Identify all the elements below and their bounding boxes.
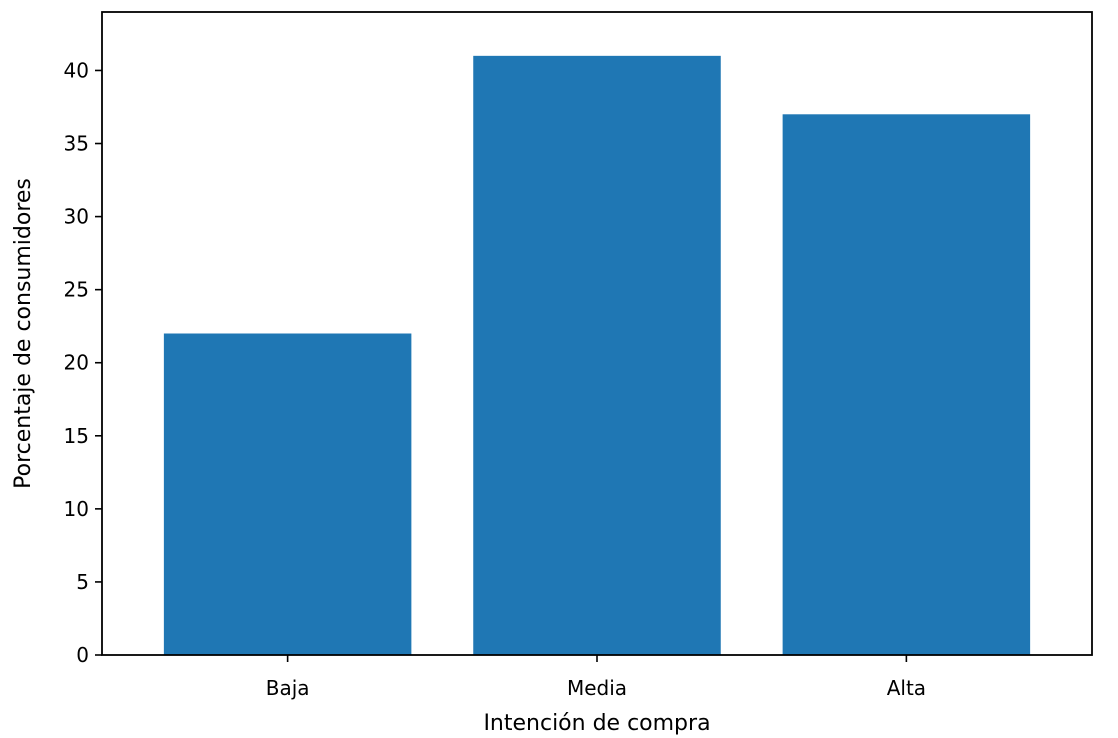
- bar-baja: [163, 333, 412, 655]
- x-tick-label-baja: Baja: [266, 676, 310, 700]
- y-tick-label: 40: [64, 58, 89, 82]
- y-tick-label: 15: [64, 424, 89, 448]
- y-tick-label: 5: [76, 570, 89, 594]
- y-axis-label: Porcentaje de consumidores: [11, 178, 36, 489]
- y-axis-ticks: 0 5 10 15 20 25 30 35 40: [64, 58, 102, 667]
- x-tick-label-alta: Alta: [887, 676, 926, 700]
- y-tick-label: 10: [64, 497, 89, 521]
- y-tick-label: 35: [64, 132, 89, 156]
- y-tick-label: 25: [64, 278, 89, 302]
- bars-group: [163, 55, 1031, 656]
- y-tick-label: 20: [64, 351, 89, 375]
- bar-media: [473, 55, 721, 656]
- x-axis-ticks: Baja Media Alta: [266, 655, 926, 700]
- x-axis-label: Intención de compra: [483, 711, 710, 736]
- y-tick-label: 0: [76, 643, 89, 667]
- y-tick-label: 30: [64, 205, 89, 229]
- plot-frame: [101, 11, 1093, 656]
- bar-alta: [782, 114, 1031, 655]
- x-tick-label-media: Media: [567, 676, 627, 700]
